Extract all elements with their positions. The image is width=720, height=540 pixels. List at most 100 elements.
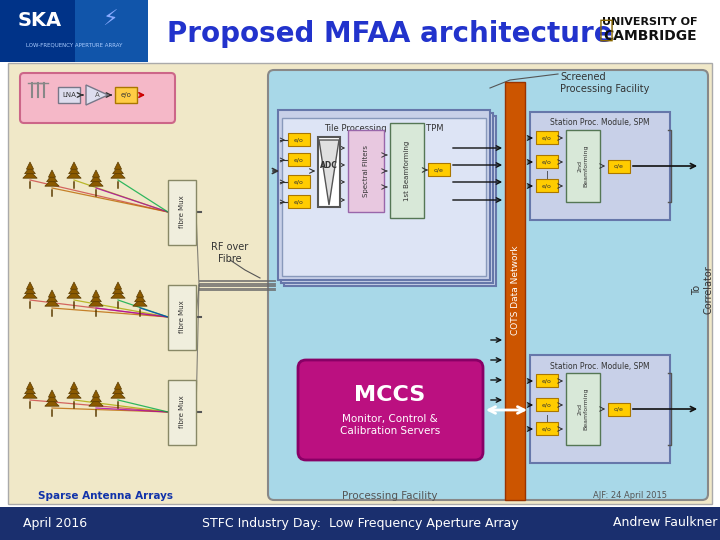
Text: Station Proc. Module, SPM: Station Proc. Module, SPM — [550, 118, 650, 127]
Text: LNA: LNA — [62, 92, 76, 98]
Bar — [284, 116, 496, 286]
Text: Sparse Antenna Arrays: Sparse Antenna Arrays — [37, 491, 173, 501]
Polygon shape — [114, 282, 122, 289]
Text: Screened
Processing Facility: Screened Processing Facility — [560, 72, 649, 93]
Polygon shape — [24, 287, 35, 294]
Polygon shape — [89, 179, 103, 186]
Polygon shape — [136, 290, 143, 297]
Polygon shape — [67, 171, 81, 178]
Bar — [318, 137, 340, 207]
Polygon shape — [319, 140, 339, 205]
Bar — [536, 155, 558, 168]
Polygon shape — [86, 85, 108, 105]
Bar — [536, 398, 558, 411]
Bar — [536, 179, 558, 192]
Text: STFC Industry Day:  Low Frequency Aperture Array: STFC Industry Day: Low Frequency Apertur… — [202, 516, 518, 530]
Polygon shape — [27, 382, 34, 389]
Polygon shape — [111, 171, 125, 178]
Text: Andrew Faulkner: Andrew Faulkner — [613, 516, 717, 530]
Polygon shape — [23, 291, 37, 298]
Bar — [536, 422, 558, 435]
Text: fibre Mux: fibre Mux — [179, 301, 185, 333]
Polygon shape — [24, 166, 35, 174]
Bar — [390, 123, 424, 218]
Polygon shape — [132, 299, 147, 306]
Polygon shape — [68, 287, 79, 294]
Bar — [608, 160, 630, 173]
Text: |: | — [546, 172, 549, 180]
Text: UNIVERSITY OF: UNIVERSITY OF — [602, 17, 698, 27]
Text: Station Proc. Module, SPM: Station Proc. Module, SPM — [550, 361, 650, 370]
Polygon shape — [23, 391, 37, 398]
Bar — [288, 133, 310, 146]
Bar — [348, 130, 384, 212]
Bar — [0, 0, 75, 62]
Polygon shape — [27, 282, 34, 289]
Text: AJF: 24 April 2015: AJF: 24 April 2015 — [593, 491, 667, 501]
FancyBboxPatch shape — [268, 70, 708, 500]
Polygon shape — [48, 290, 55, 297]
Polygon shape — [47, 395, 58, 402]
Text: |: | — [546, 415, 549, 423]
Polygon shape — [68, 166, 79, 174]
Polygon shape — [45, 179, 59, 186]
Bar — [0, 507, 720, 540]
Polygon shape — [71, 382, 78, 389]
Polygon shape — [71, 162, 78, 169]
Text: fibre Mux: fibre Mux — [179, 396, 185, 428]
Polygon shape — [47, 174, 58, 181]
FancyBboxPatch shape — [20, 73, 175, 123]
Bar — [278, 110, 490, 280]
Text: Tile Processing module, TPM: Tile Processing module, TPM — [324, 124, 444, 133]
Polygon shape — [92, 290, 99, 297]
Polygon shape — [67, 291, 81, 298]
Text: 1st Beamforming: 1st Beamforming — [404, 141, 410, 201]
Polygon shape — [45, 299, 59, 306]
Text: ADC: ADC — [320, 160, 338, 170]
Text: 🛡: 🛡 — [598, 18, 613, 42]
Polygon shape — [111, 391, 125, 398]
Text: e/o: e/o — [542, 159, 552, 165]
Bar — [168, 180, 196, 245]
Polygon shape — [24, 387, 35, 394]
Bar — [288, 153, 310, 166]
Text: e/o: e/o — [294, 138, 304, 143]
Text: Proposed MFAA architecture: Proposed MFAA architecture — [167, 20, 613, 48]
Text: e/o: e/o — [542, 379, 552, 383]
Polygon shape — [91, 174, 102, 181]
Polygon shape — [114, 382, 122, 389]
Polygon shape — [48, 390, 55, 397]
FancyBboxPatch shape — [298, 360, 483, 460]
Bar — [428, 163, 450, 176]
Text: e/o: e/o — [542, 184, 552, 188]
Bar — [58, 87, 80, 103]
Polygon shape — [91, 395, 102, 402]
Polygon shape — [89, 299, 103, 306]
Polygon shape — [112, 387, 123, 394]
Text: Processing Facility: Processing Facility — [342, 491, 438, 501]
Text: e/o: e/o — [542, 136, 552, 140]
Bar — [115, 87, 137, 103]
Text: fibre Mux: fibre Mux — [179, 195, 185, 228]
Bar — [281, 113, 493, 283]
Text: COTS Data Network: COTS Data Network — [510, 245, 520, 335]
Bar — [288, 195, 310, 208]
Bar — [505, 82, 525, 500]
Polygon shape — [114, 162, 122, 169]
Polygon shape — [92, 170, 99, 177]
Polygon shape — [27, 162, 34, 169]
Polygon shape — [48, 170, 55, 177]
Bar — [168, 380, 196, 445]
Text: o/e: o/e — [614, 164, 624, 168]
Bar — [8, 63, 712, 504]
Text: 2nd
Beamforming: 2nd Beamforming — [577, 388, 588, 430]
Text: April 2016: April 2016 — [23, 516, 87, 530]
Bar — [566, 373, 600, 445]
Text: e/o: e/o — [120, 92, 132, 98]
Text: e/o: e/o — [294, 199, 304, 205]
Polygon shape — [68, 387, 79, 394]
Text: To
Correlator: To Correlator — [692, 266, 714, 314]
Text: RF over
Fibre: RF over Fibre — [212, 242, 248, 264]
Text: LOW-FREQUENCY APERTURE ARRAY: LOW-FREQUENCY APERTURE ARRAY — [26, 43, 122, 48]
Bar — [168, 285, 196, 350]
